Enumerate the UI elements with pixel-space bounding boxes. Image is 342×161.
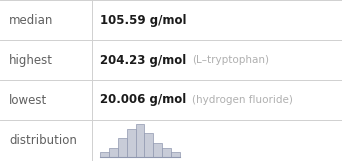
- Bar: [144, 133, 153, 157]
- Text: lowest: lowest: [9, 94, 47, 106]
- Bar: [109, 148, 118, 157]
- Text: 105.59 g/mol: 105.59 g/mol: [100, 14, 186, 27]
- Bar: [135, 124, 144, 157]
- Bar: [153, 143, 162, 157]
- Text: 20.006 g/mol: 20.006 g/mol: [100, 94, 186, 106]
- Text: 204.23 g/mol: 204.23 g/mol: [100, 53, 186, 66]
- Text: (hydrogen fluoride): (hydrogen fluoride): [192, 95, 293, 105]
- Text: highest: highest: [9, 53, 53, 66]
- Text: median: median: [9, 14, 53, 27]
- Text: (L–tryptophan): (L–tryptophan): [192, 55, 269, 65]
- Bar: [100, 152, 109, 157]
- Bar: [171, 152, 180, 157]
- Text: distribution: distribution: [9, 134, 77, 147]
- Bar: [127, 129, 135, 157]
- Bar: [118, 138, 127, 157]
- Bar: [162, 148, 171, 157]
